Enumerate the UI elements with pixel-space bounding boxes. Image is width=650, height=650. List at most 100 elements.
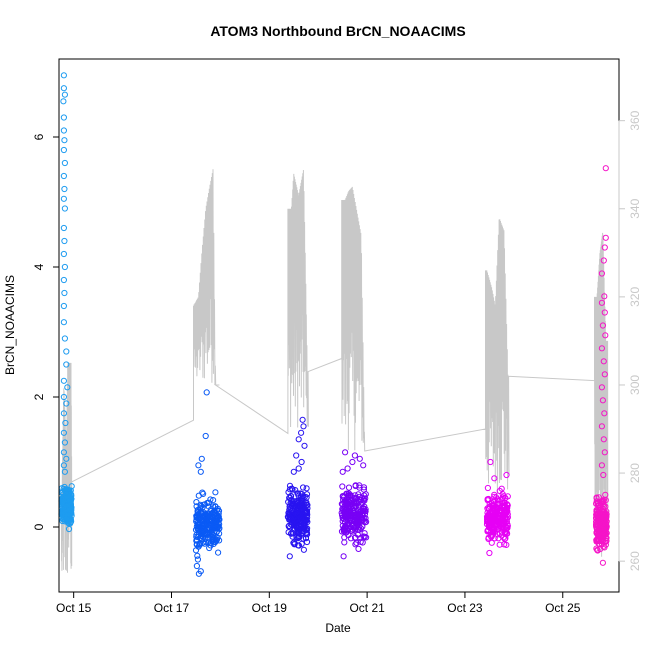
data-point [60, 449, 68, 456]
data-point [197, 534, 204, 541]
y2-tick-label: 340 [628, 198, 642, 218]
data-point [597, 501, 605, 508]
data-point [597, 514, 604, 521]
data-point [60, 127, 68, 134]
data-point [61, 91, 69, 98]
data-point [60, 85, 68, 92]
data-point [61, 237, 68, 245]
data-point [596, 507, 603, 514]
data-point [194, 552, 201, 559]
data-point [601, 309, 608, 316]
chart-title: ATOM3 Northbound BrCN_NOAACIMS [210, 23, 465, 39]
data-point [288, 503, 295, 510]
data-point [594, 537, 602, 544]
data-point [300, 546, 307, 553]
data-point [491, 508, 498, 515]
data-point [496, 541, 503, 548]
data-point [341, 539, 348, 546]
data-point [503, 471, 510, 479]
data-point [201, 540, 208, 547]
data-point [197, 514, 204, 521]
data-point [339, 483, 346, 490]
data-point [485, 495, 492, 503]
data-point [303, 538, 311, 546]
data-point [484, 484, 491, 492]
data-point [197, 568, 204, 575]
data-point [485, 514, 492, 521]
data-point [290, 468, 297, 475]
data-point [600, 500, 607, 508]
data-point [61, 289, 68, 297]
data-point [298, 429, 305, 436]
data-point [494, 496, 501, 503]
data-point [599, 532, 606, 539]
y-tick-label: 4 [32, 263, 46, 270]
data-point [61, 439, 69, 446]
data-point [342, 513, 349, 520]
data-point [361, 510, 369, 518]
data-point [349, 458, 356, 466]
data-point [63, 492, 70, 499]
data-point [199, 530, 206, 538]
data-point [503, 529, 510, 536]
x-tick-label: Oct 23 [447, 601, 483, 615]
data-point [597, 525, 604, 532]
data-point [598, 299, 606, 306]
data-point [486, 503, 493, 510]
data-point [64, 493, 71, 500]
data-point [215, 516, 223, 523]
data-point [295, 529, 302, 536]
data-point [295, 465, 302, 472]
data-point [205, 535, 212, 542]
data-point [487, 458, 494, 466]
data-point [339, 506, 347, 514]
y2-tick-label: 360 [628, 110, 642, 130]
data-point [67, 497, 74, 504]
series-5 [483, 458, 511, 557]
data-point [597, 524, 605, 531]
data-point [596, 541, 603, 548]
data-point [286, 553, 293, 560]
data-point [60, 224, 68, 232]
data-point [61, 185, 68, 193]
data-point [486, 549, 493, 557]
data-point [504, 502, 511, 509]
data-point [488, 522, 495, 529]
data-point [353, 512, 360, 519]
data-point [347, 509, 354, 516]
data-point [502, 495, 509, 502]
data-point [352, 520, 359, 527]
data-point [596, 517, 603, 524]
data-point [63, 400, 70, 407]
data-point [492, 513, 499, 521]
data-point [207, 496, 214, 503]
data-point [298, 458, 305, 466]
data-point [357, 538, 364, 546]
data-point [215, 549, 222, 556]
data-point [62, 509, 69, 517]
data-point [60, 114, 68, 121]
data-point [603, 538, 610, 545]
data-point [206, 544, 213, 552]
data-point [291, 541, 298, 548]
data-point [60, 410, 68, 417]
data-point [302, 535, 310, 542]
x-axis-label: Date [325, 621, 351, 635]
data-point [301, 520, 308, 527]
data-point [294, 542, 302, 549]
data-point [286, 503, 293, 510]
data-point [60, 172, 68, 180]
data-point [602, 332, 609, 339]
data-point [193, 562, 200, 570]
data-point [210, 523, 217, 530]
data-point [195, 492, 202, 499]
data-point [339, 468, 346, 475]
data-point [602, 491, 609, 498]
data-point [601, 371, 608, 378]
data-point [598, 345, 606, 352]
data-point [361, 530, 368, 537]
data-point [344, 490, 351, 497]
data-point [209, 509, 216, 517]
data-point [599, 397, 607, 404]
data-point [501, 508, 508, 515]
